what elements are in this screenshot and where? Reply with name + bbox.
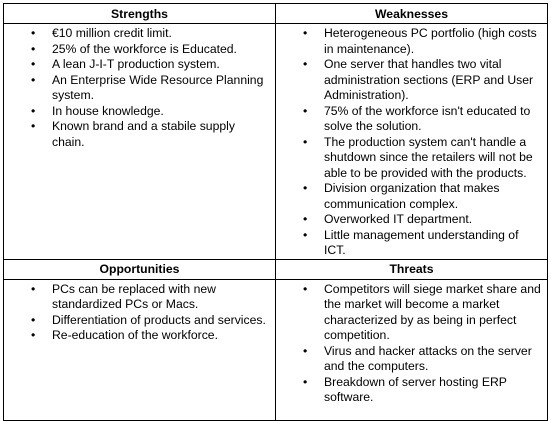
bullet-list: €10 million credit limit.25% of the work… (4, 26, 269, 150)
quadrant-cell: PCs can be replaced with new standardize… (3, 278, 276, 421)
quadrant-title: Opportunities (3, 258, 276, 280)
quadrant-title: Threats (275, 258, 548, 280)
bullet-item: Heterogeneous PC portfolio (high costs i… (276, 26, 541, 57)
bullet-item: 25% of the workforce is Educated. (4, 42, 269, 58)
bullet-list: PCs can be replaced with new standardize… (4, 282, 269, 344)
content-row: €10 million credit limit.25% of the work… (3, 23, 548, 260)
quadrant-title: Strengths (3, 3, 276, 24)
bullet-item: €10 million credit limit. (4, 26, 269, 42)
quadrant-cell: €10 million credit limit.25% of the work… (3, 23, 276, 260)
bullet-item: Little management understanding of ICT. (276, 228, 541, 259)
bullet-item: The production system can't handle a shu… (276, 135, 541, 182)
bullet-list: Competitors will siege market share and … (276, 282, 541, 406)
bullet-item: Known brand and a stabile supply chain. (4, 119, 269, 150)
bullet-item: An Enterprise Wide Resource Planning sys… (4, 73, 269, 104)
bullet-item: Virus and hacker attacks on the server a… (276, 344, 541, 375)
quadrant-cell: Competitors will siege market share and … (275, 278, 548, 421)
bullet-item: In house knowledge. (4, 104, 269, 120)
header-row: Strengths Weaknesses (3, 3, 548, 24)
bullet-item: One server that handles two vital admini… (276, 57, 541, 104)
quadrant-cell: Heterogeneous PC portfolio (high costs i… (275, 23, 548, 260)
quadrant-title: Weaknesses (275, 3, 548, 24)
bullet-item: Re-education of the workforce. (4, 328, 269, 344)
header-row: Opportunities Threats (3, 258, 548, 280)
bullet-item: Breakdown of server hosting ERP software… (276, 375, 541, 406)
bullet-item: Competitors will siege market share and … (276, 282, 541, 344)
bullet-item: Differentiation of products and services… (4, 313, 269, 329)
bullet-list: Heterogeneous PC portfolio (high costs i… (276, 26, 541, 259)
bullet-item: A lean J-I-T production system. (4, 57, 269, 73)
bullet-item: Division organization that makes communi… (276, 181, 541, 212)
bullet-item: Overworked IT department. (276, 212, 541, 228)
bullet-item: PCs can be replaced with new standardize… (4, 282, 269, 313)
content-row: PCs can be replaced with new standardize… (3, 278, 548, 421)
bullet-item: 75% of the workforce isn't educated to s… (276, 104, 541, 135)
